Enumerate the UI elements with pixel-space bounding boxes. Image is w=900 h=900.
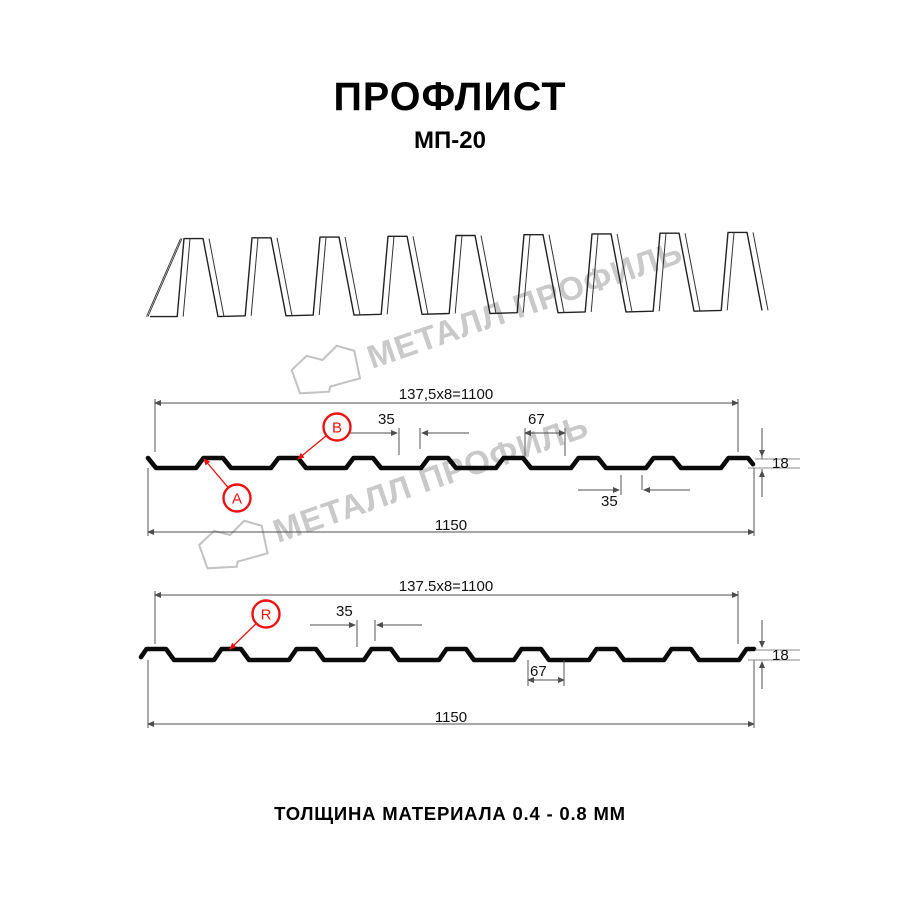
svg-text:1150: 1150: [435, 709, 467, 726]
svg-text:35: 35: [336, 603, 353, 620]
svg-text:67: 67: [530, 663, 547, 680]
svg-text:R: R: [261, 606, 272, 623]
svg-text:137.5x8=1100: 137.5x8=1100: [399, 578, 493, 595]
svg-text:18: 18: [772, 647, 789, 664]
